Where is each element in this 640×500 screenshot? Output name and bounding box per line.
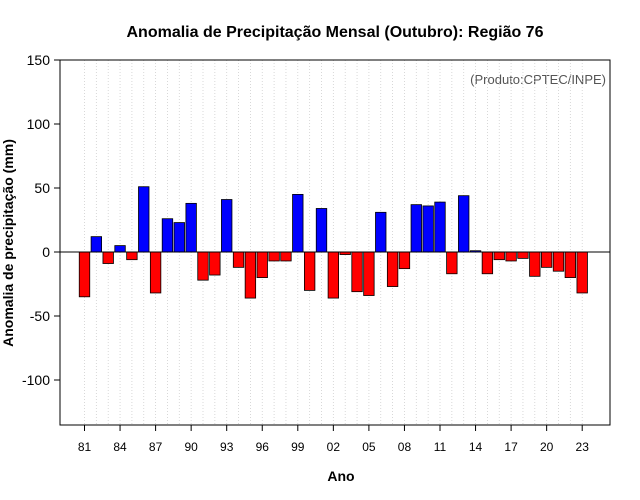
- bar-1985: [126, 251, 138, 261]
- x-tick-label-2020: 20: [540, 440, 554, 454]
- bar-1986: [138, 186, 150, 253]
- bar-2018: [517, 251, 529, 259]
- bar-1991: [197, 251, 209, 281]
- grid-layer: [84, 60, 583, 425]
- y-tick-label-50: 50: [34, 180, 50, 196]
- x-tick-label-2011: 11: [434, 440, 447, 454]
- bar-1982: [90, 236, 102, 253]
- x-tick-label-2002: 02: [327, 440, 341, 454]
- bar-1999: [292, 193, 304, 253]
- bar-1987: [149, 251, 162, 294]
- x-tick-label-1996: 96: [256, 440, 270, 454]
- x-axis-label: Ano: [327, 468, 354, 484]
- bar-1996: [256, 251, 268, 279]
- bar-2005: [363, 251, 375, 296]
- bar-1997: [268, 251, 280, 262]
- bar-1998: [280, 251, 292, 262]
- bar-2015: [481, 251, 494, 275]
- bar-2004: [351, 251, 363, 293]
- y-tick-label-100: 100: [27, 116, 51, 132]
- bar-2006: [375, 211, 387, 253]
- bar-1995: [244, 251, 257, 299]
- x-tick-label-2017: 17: [504, 440, 518, 454]
- y-tick-label-150: 150: [27, 52, 51, 68]
- x-tick-label-2023: 23: [576, 440, 590, 454]
- bar-2000: [303, 251, 316, 291]
- x-tick-label-1981: 81: [78, 440, 92, 454]
- bar-2008: [398, 251, 411, 270]
- y-axis-label: Anomalia de precipitação (mm): [0, 139, 16, 347]
- bar-2022: [564, 251, 576, 279]
- axis-layer: 150 100 50 0 -50 -100 81 84 87 90 93 96 99 02 05 08 11 14…: [22, 52, 611, 454]
- bar-1988: [161, 218, 174, 253]
- bar-1992: [209, 251, 221, 276]
- x-tick-label-1993: 93: [220, 440, 234, 454]
- bar-1981: [78, 251, 91, 298]
- x-tick-label-1987: 87: [149, 440, 163, 454]
- bar-1990: [185, 202, 197, 253]
- bar-1983: [102, 251, 114, 264]
- bar-2019: [529, 251, 541, 277]
- bar-1989: [173, 222, 185, 253]
- source-annotation: (Produto:CPTEC/INPE): [470, 72, 606, 87]
- bar-2001: [315, 208, 328, 253]
- bar-2023: [576, 251, 588, 294]
- bar-2009: [410, 204, 422, 253]
- x-tick-label-1984: 84: [113, 440, 127, 454]
- x-tick-label-1999: 99: [291, 440, 305, 454]
- bar-1984: [114, 245, 126, 253]
- bar-2007: [386, 251, 399, 287]
- bar-2017: [505, 251, 517, 262]
- y-tick-label-0: 0: [42, 244, 50, 260]
- chart-title: Anomalia de Precipitação Mensal (Outubro…: [127, 24, 544, 41]
- plot-frame: [59, 59, 611, 426]
- bar-1994: [232, 251, 245, 268]
- bar-2012: [446, 251, 458, 275]
- x-tick-label-2014: 14: [469, 440, 483, 454]
- bar-2013: [458, 195, 470, 253]
- y-tick-label--50: -50: [30, 308, 50, 324]
- bar-2010: [422, 205, 434, 253]
- x-tick-label-2005: 05: [362, 440, 376, 454]
- x-tick-label-1990: 90: [184, 440, 198, 454]
- bar-2021: [552, 251, 565, 272]
- bar-2020: [541, 251, 553, 268]
- y-tick-label--100: -100: [22, 372, 50, 388]
- bar-2016: [493, 251, 505, 261]
- bar-layer: [78, 186, 588, 299]
- x-tick-label-2008: 08: [398, 440, 412, 454]
- bar-1993: [221, 199, 233, 253]
- bar-2002: [327, 251, 340, 299]
- bar-2011: [434, 201, 446, 253]
